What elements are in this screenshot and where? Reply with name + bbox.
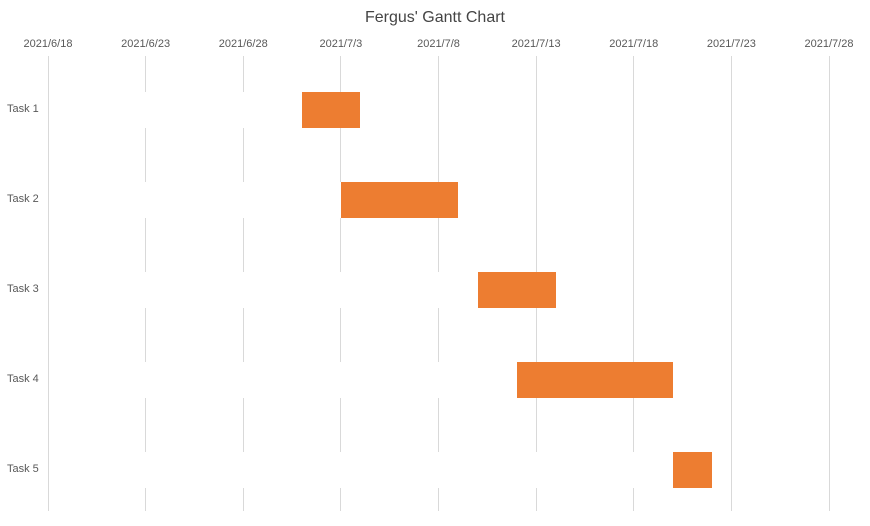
gridline [828, 56, 830, 511]
x-axis-tick-label: 2021/7/23 [706, 38, 756, 50]
x-axis-tick-label: 2021/7/18 [609, 38, 659, 50]
bar-offset-mask [49, 271, 478, 308]
bar-offset-mask [49, 451, 673, 488]
x-axis-tick-label: 2021/7/3 [319, 38, 363, 50]
task-label: Task 3 [7, 282, 39, 295]
task-bar[interactable] [516, 361, 673, 398]
task-bar[interactable] [340, 181, 459, 218]
x-axis-tick-label: 2021/7/8 [417, 38, 460, 50]
bar-offset-mask [49, 181, 341, 218]
bar-offset-mask [49, 92, 302, 128]
task-label: Task 1 [7, 103, 39, 115]
x-axis-tick-label: 2021/6/23 [121, 38, 171, 50]
task-label: Task 5 [7, 462, 39, 475]
gridline [47, 56, 49, 511]
task-bar[interactable] [477, 271, 556, 308]
task-bar[interactable] [672, 451, 712, 488]
gridline [730, 56, 732, 511]
bar-offset-mask [49, 361, 517, 398]
task-label: Task 4 [7, 372, 39, 385]
task-bar[interactable] [301, 92, 361, 128]
task-label: Task 2 [7, 192, 39, 205]
x-axis-tick-label: 2021/6/18 [23, 38, 73, 50]
gridline [633, 56, 635, 511]
chart-title: Fergus' Gantt Chart [365, 9, 505, 26]
x-axis-tick-label: 2021/6/28 [218, 38, 268, 50]
x-axis-tick-label: 2021/7/28 [804, 38, 854, 50]
x-axis-tick-label: 2021/7/13 [511, 38, 561, 50]
